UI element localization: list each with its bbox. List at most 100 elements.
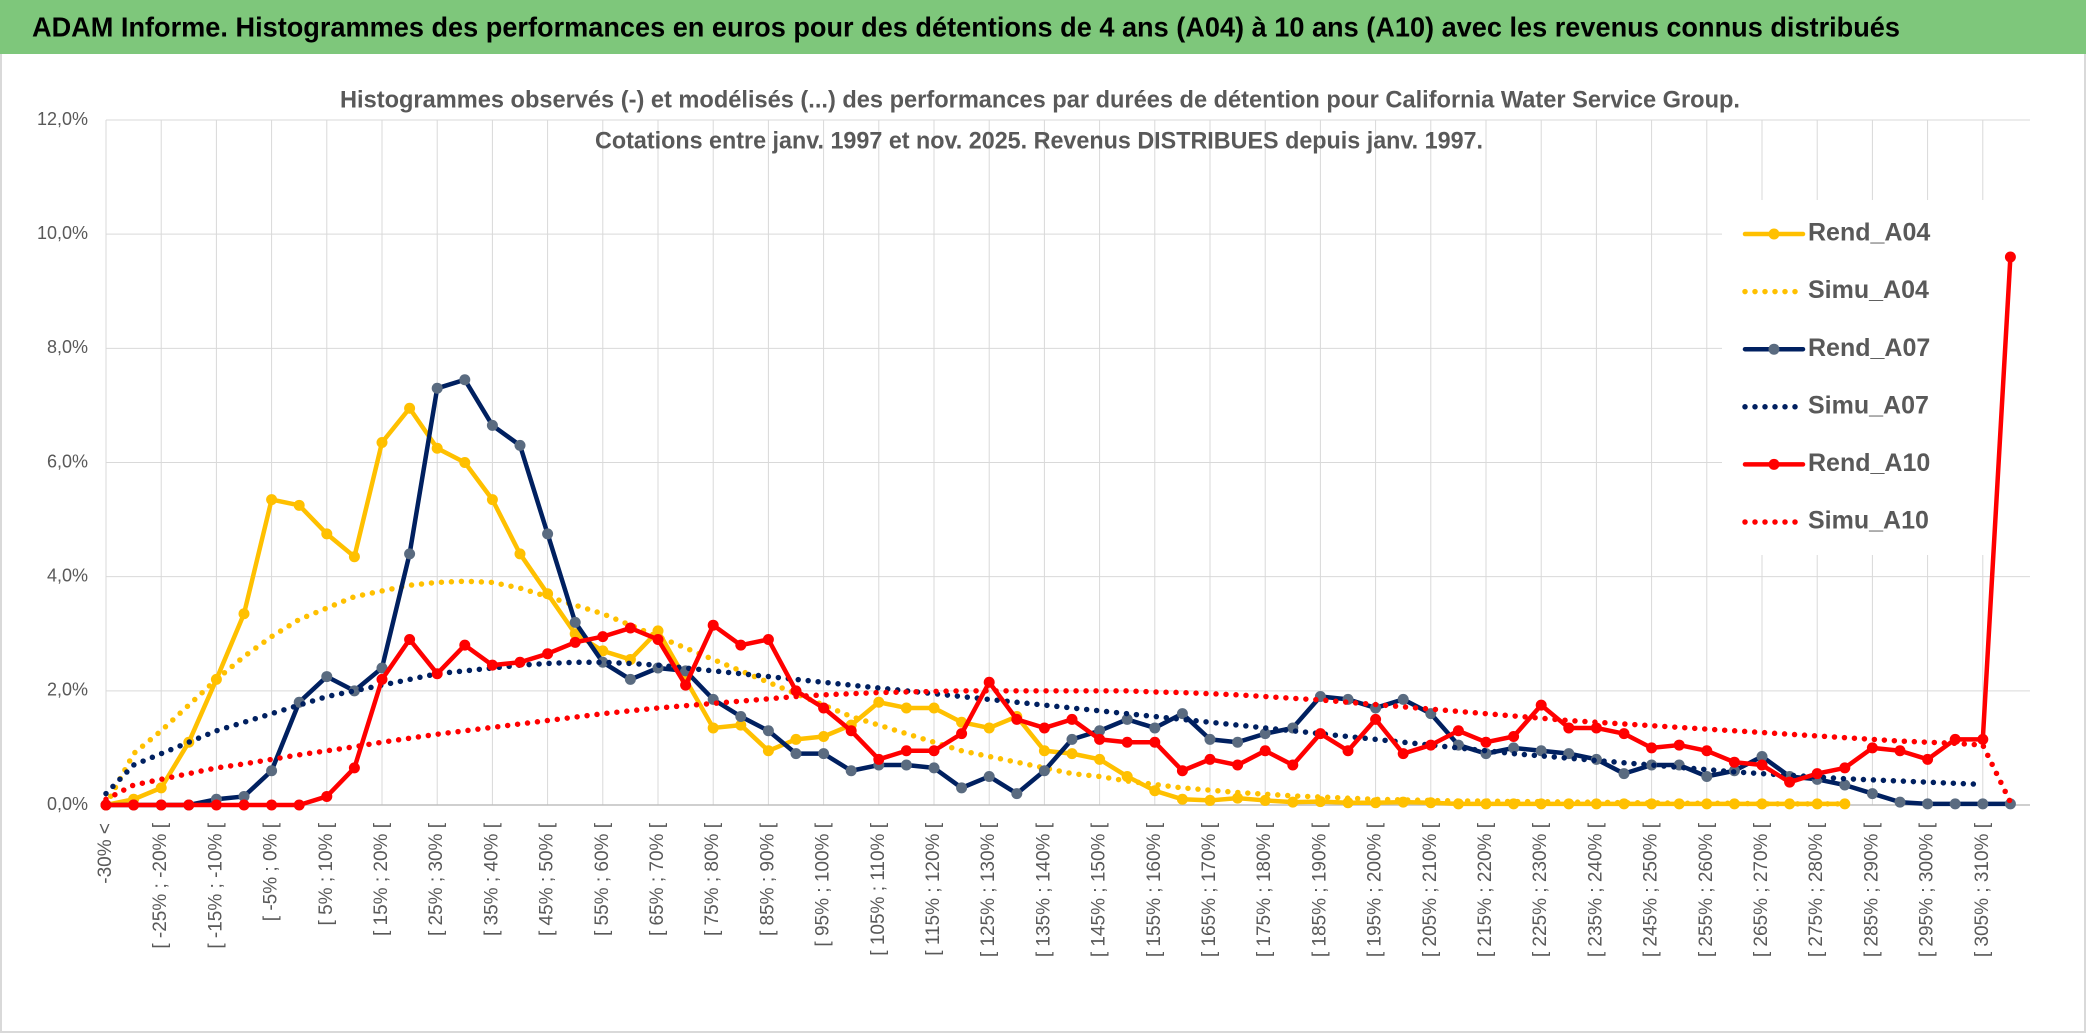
x-tick-label: [ 55% ; 60% [: [592, 822, 613, 936]
point-marker: [1535, 699, 1547, 711]
x-tick-label: [ 65% ; 70% [: [647, 822, 668, 936]
x-tick-label: [ 225% ; 230% [: [1530, 822, 1551, 957]
point-marker: [1839, 798, 1851, 810]
x-tick-label: [ 25% ; 30% [: [426, 822, 447, 936]
point-marker: [376, 437, 388, 449]
page-title: ADAM Informe. Histogrammes des performan…: [32, 11, 1900, 42]
point-marker: [1232, 792, 1244, 804]
point-marker: [707, 619, 719, 631]
point-marker: [1425, 739, 1437, 751]
point-marker: [1342, 797, 1354, 809]
point-marker: [1094, 753, 1106, 765]
x-tick-label: [ 235% ; 240% [: [1585, 822, 1606, 957]
point-marker: [873, 696, 885, 708]
point-marker: [1756, 798, 1768, 810]
point-marker: [542, 648, 554, 660]
point-marker: [762, 745, 774, 757]
point-marker: [1232, 759, 1244, 771]
point-marker: [1701, 745, 1713, 757]
point-marker: [790, 685, 802, 697]
y-tick-label: 10,0%: [37, 223, 88, 243]
point-marker: [1287, 796, 1299, 808]
point-marker: [155, 799, 167, 811]
point-marker: [1038, 765, 1050, 777]
x-tick-label: [ 215% ; 220% [: [1475, 822, 1496, 957]
point-marker: [348, 762, 360, 774]
point-marker: [624, 622, 636, 634]
x-tick-label: [ 125% ; 130% [: [978, 822, 999, 957]
point-marker: [542, 528, 554, 540]
y-tick-label: 0,0%: [47, 794, 88, 814]
point-marker: [266, 765, 278, 777]
title-bar: [0, 0, 2086, 54]
point-marker: [1618, 728, 1630, 740]
point-marker: [514, 548, 526, 560]
point-marker: [293, 499, 305, 511]
point-marker: [707, 722, 719, 734]
point-marker: [459, 374, 471, 386]
point-marker: [1811, 768, 1823, 780]
chart-subtitle: Histogrammes observés (-) et modélisés (…: [340, 86, 1740, 113]
point-marker: [1204, 753, 1216, 765]
x-tick-label: [ 255% ; 260% [: [1696, 822, 1717, 957]
x-tick-label: [ 285% ; 290% [: [1861, 822, 1882, 957]
point-marker: [1839, 779, 1851, 791]
point-marker: [238, 790, 250, 802]
point-marker: [956, 728, 968, 740]
point-marker: [431, 442, 443, 454]
point-marker: [514, 439, 526, 451]
point-marker: [1370, 713, 1382, 725]
point-marker: [376, 673, 388, 685]
point-marker: [1149, 736, 1161, 748]
point-marker: [735, 639, 747, 651]
point-marker: [266, 799, 278, 811]
point-marker: [1894, 796, 1906, 808]
point-marker: [376, 662, 388, 674]
point-marker: [1094, 733, 1106, 745]
point-marker: [900, 702, 912, 714]
x-tick-label: [ 115% ; 120% [: [923, 822, 944, 955]
point-marker: [100, 799, 112, 811]
point-marker: [900, 759, 912, 771]
point-marker: [1066, 748, 1078, 760]
point-marker: [845, 765, 857, 777]
point-marker: [928, 762, 940, 774]
point-marker: [1922, 798, 1934, 810]
point-marker: [790, 733, 802, 745]
point-marker: [1259, 745, 1271, 757]
point-marker: [1728, 756, 1740, 768]
point-marker: [1011, 713, 1023, 725]
point-marker: [321, 790, 333, 802]
y-tick-label: 6,0%: [47, 451, 88, 471]
point-marker: [514, 656, 526, 668]
chart-subtitle: Cotations entre janv. 1997 et nov. 2025.…: [595, 127, 1483, 154]
point-marker: [818, 731, 830, 742]
legend-label: Rend_A10: [1808, 449, 1930, 477]
point-marker: [2004, 251, 2016, 263]
point-marker: [1259, 728, 1271, 740]
legend-label: Simu_A10: [1808, 507, 1929, 535]
point-marker: [1121, 713, 1133, 725]
model-line: [103, 578, 1848, 808]
point-marker: [1176, 765, 1188, 777]
point-marker: [928, 745, 940, 757]
x-tick-label: [ 135% ; 140% [: [1033, 822, 1054, 957]
x-tick-label: [ 95% ; 100% [: [813, 822, 834, 946]
point-marker: [900, 745, 912, 757]
y-tick-label: 2,0%: [47, 680, 88, 700]
point-marker: [597, 631, 609, 643]
x-tick-label: [ -25% ; -20% [: [150, 822, 171, 948]
legend-box: [1722, 200, 2032, 555]
x-tick-label: [ 15% ; 20% [: [371, 822, 392, 936]
point-marker: [1176, 793, 1188, 805]
point-marker: [1314, 728, 1326, 740]
point-marker: [1038, 745, 1050, 757]
x-tick-label: [ 305% ; 310% [: [1972, 822, 1993, 957]
x-tick-label: [ 265% ; 270% [: [1751, 822, 1772, 957]
point-marker: [597, 656, 609, 668]
point-marker: [431, 668, 443, 680]
point-marker: [459, 457, 471, 468]
point-marker: [983, 722, 995, 734]
point-marker: [762, 725, 774, 737]
legend-marker: [1768, 458, 1780, 470]
